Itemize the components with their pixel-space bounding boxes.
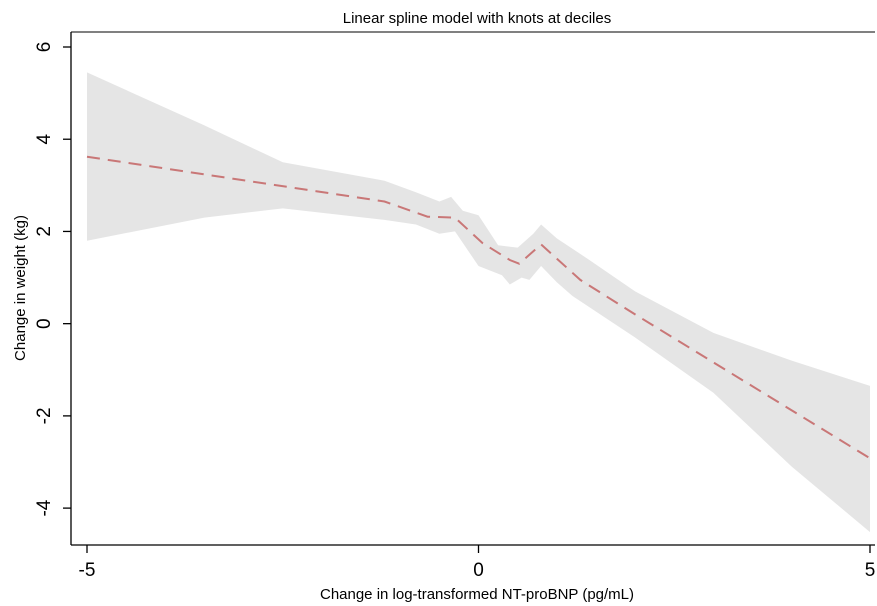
chart-title: Linear spline model with knots at decile… <box>343 10 611 27</box>
estimate-line <box>86 155 871 460</box>
y-tick-label: 2 <box>34 226 55 237</box>
confidence-band <box>87 72 870 533</box>
y-tick-label: 0 <box>34 318 55 329</box>
y-tick-label: 6 <box>34 42 55 53</box>
y-axis-label: Change in weight (kg) <box>12 215 29 361</box>
x-tick-label: 5 <box>865 560 876 581</box>
axis-ticks: -5 0 5 -4 -2 0 2 4 6 <box>34 42 875 581</box>
x-tick-label: 0 <box>473 560 484 581</box>
y-tick-label: -4 <box>34 499 55 516</box>
y-tick-label: 4 <box>34 133 55 144</box>
x-axis-label: Change in log-transformed NT-proBNP (pg/… <box>320 586 634 603</box>
x-tick-label: -5 <box>79 560 96 581</box>
y-tick-label: -2 <box>34 407 55 424</box>
